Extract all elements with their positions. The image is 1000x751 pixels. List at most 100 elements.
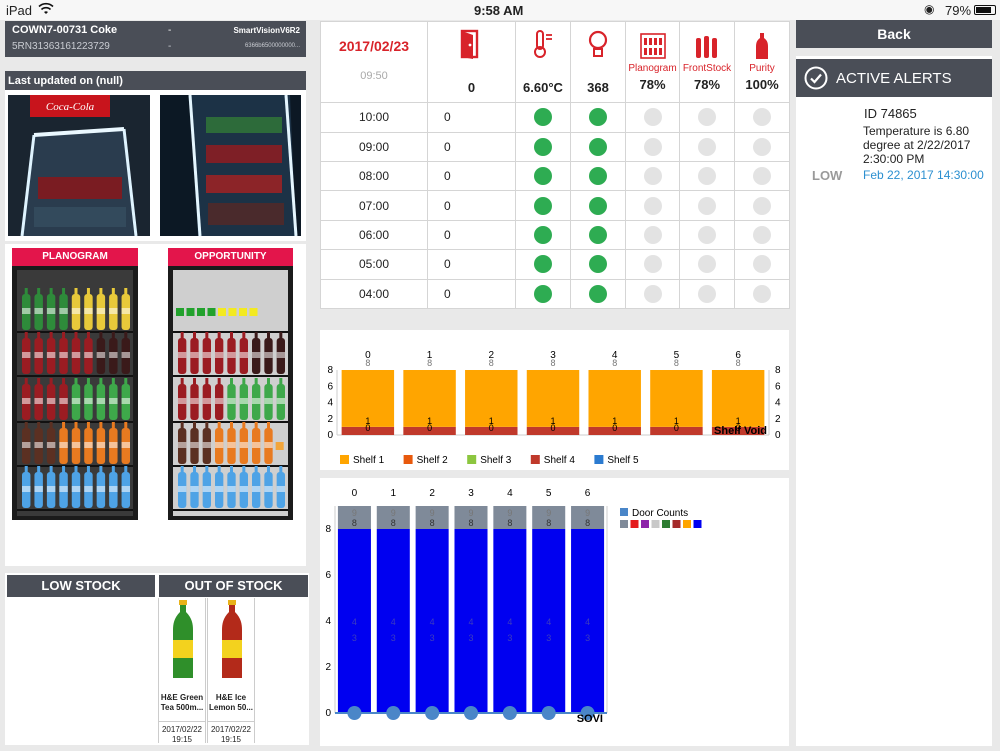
- status-dot: [753, 196, 771, 215]
- svg-text:Coca-Cola: Coca-Cola: [46, 101, 95, 113]
- row-time: 10:00: [358, 110, 390, 125]
- bar-value-label: 8: [546, 518, 551, 528]
- row-door-count: 0: [444, 198, 451, 213]
- bar-value-label: 4: [546, 617, 551, 627]
- light-bulb-icon: [571, 29, 625, 62]
- product-bottle-icon: [222, 600, 242, 678]
- sovi-bar-cap: [337, 506, 371, 529]
- x-tick-label: 0: [352, 488, 358, 499]
- legend-label: Door Counts: [632, 508, 688, 519]
- back-button[interactable]: Back: [796, 20, 992, 48]
- status-dot: [753, 255, 771, 274]
- status-dot: [698, 167, 716, 186]
- temperature-status-dot: [534, 284, 552, 303]
- alerts-header: ACTIVE ALERTS: [796, 59, 992, 97]
- y-tick-label: 6: [327, 381, 333, 392]
- bar-value-label: 8: [427, 358, 432, 368]
- alerts-panel: ACTIVE ALERTS ID 74865 Temperature is 6.…: [796, 56, 992, 746]
- legend-swatch: [530, 455, 540, 464]
- sovi-bar-cap: [532, 506, 566, 529]
- status-dot: [698, 225, 716, 244]
- legend-swatch: [467, 455, 477, 464]
- bar-value-label: 8: [352, 518, 357, 528]
- door-count-point: [425, 706, 440, 720]
- status-dot: [753, 167, 771, 186]
- row-door-count: 0: [444, 110, 451, 125]
- purity-value: 100%: [745, 77, 779, 93]
- status-dot: [643, 255, 662, 274]
- sovi-bar: [493, 529, 527, 713]
- bar-value-label: 4: [468, 617, 473, 627]
- out-of-stock-item[interactable]: H&E Ice Lemon 50... 2017/02/22 19:15: [207, 598, 255, 744]
- product-time: 19:15: [171, 735, 193, 744]
- cooler-photo-left[interactable]: Coca-Cola: [8, 95, 150, 236]
- row-door-count: 0: [444, 227, 451, 242]
- legend-swatch: [403, 455, 413, 464]
- bar-value-label: 3: [585, 633, 590, 643]
- x-tick-label: 6: [585, 488, 591, 499]
- y-tick-label: 8: [775, 365, 781, 376]
- cooler-dash: -: [168, 25, 172, 36]
- out-of-stock-item[interactable]: H&E Green Tea 500m... 2017/02/22 19:15: [158, 598, 206, 744]
- x-tick-label: 1: [427, 350, 433, 361]
- summary-row: 2017/02/23 09:50 0 6.60°C 368 Planogram …: [320, 20, 790, 104]
- front-stock-value: 78%: [693, 77, 721, 93]
- row-time: 07:00: [358, 198, 390, 213]
- low-stock-header: LOW STOCK: [7, 575, 155, 597]
- row-door-count: 0: [444, 169, 451, 184]
- front-stock-icon: [680, 32, 734, 63]
- status-dot: [643, 108, 662, 127]
- legend-swatch: [651, 520, 660, 528]
- status-dot: [698, 284, 716, 303]
- bar-value-label: 1: [550, 416, 555, 426]
- shelf-bar: [711, 370, 765, 427]
- legend-swatch: [594, 455, 604, 464]
- bar-value-label: 9: [507, 508, 512, 518]
- bar-value-label: 8: [489, 358, 494, 368]
- light-status-dot: [589, 284, 607, 303]
- row-time: 06:00: [358, 227, 390, 242]
- opportunity-label: OPPORTUNITY: [168, 248, 293, 266]
- status-dot: [753, 225, 771, 244]
- bar-value-label: 8: [430, 518, 435, 528]
- legend-label: Shelf 4: [544, 455, 576, 466]
- bar-value-label: 0: [489, 423, 494, 433]
- legend-label: Shelf 1: [353, 455, 385, 466]
- sensor-table: 2017/02/23 09:50 0 6.60°C 368 Planogram …: [320, 20, 790, 310]
- x-tick-label: 6: [735, 350, 741, 361]
- opportunity-cooler-image[interactable]: [168, 266, 293, 520]
- row-time: 04:00: [358, 286, 390, 301]
- hourly-row: 09:00 0: [320, 131, 790, 162]
- bar-value-label: 9: [468, 508, 473, 518]
- planogram-label: PLANOGRAM: [12, 248, 138, 266]
- door-count-point: [386, 706, 401, 720]
- planogram-value: 78%: [639, 77, 666, 93]
- purity-label-text: Purity: [749, 63, 775, 75]
- temperature-status-dot: [534, 225, 552, 244]
- light-status-dot: [589, 255, 607, 274]
- door-count-point: [464, 706, 478, 720]
- bar-value-label: 4: [391, 617, 396, 627]
- sovi-bar: [415, 529, 449, 713]
- cooler-photo-right[interactable]: [160, 95, 301, 236]
- legend-swatch: [620, 520, 628, 528]
- shelf-bar: [526, 426, 580, 435]
- product-name: H&E Ice Lemon 50...: [208, 693, 253, 712]
- door-icon: [428, 29, 515, 62]
- row-door-count: 0: [444, 139, 451, 154]
- bar-value-label: 3: [391, 633, 396, 643]
- cooler-dash: -: [168, 41, 172, 52]
- out-of-stock-list: H&E Green Tea 500m... 2017/02/22 19:15 H&E …: [158, 598, 258, 744]
- alert-item[interactable]: ID 74865 Temperature is 6.80 degree at 2…: [796, 104, 992, 200]
- legend-label: Shelf 3: [480, 455, 512, 466]
- summary-date: 2017/02/23: [338, 38, 410, 54]
- bar-value-label: 4: [430, 617, 435, 627]
- bar-value-label: 8: [585, 518, 590, 528]
- temperature-status-dot: [534, 108, 552, 127]
- battery-percent: 79%: [945, 3, 972, 18]
- planogram-cooler-image[interactable]: [12, 266, 138, 520]
- alert-id: ID 74865: [864, 106, 917, 121]
- cooler-model: SmartVisionV6R2: [233, 26, 300, 35]
- status-dot: [643, 137, 662, 156]
- light-status-dot: [589, 225, 607, 244]
